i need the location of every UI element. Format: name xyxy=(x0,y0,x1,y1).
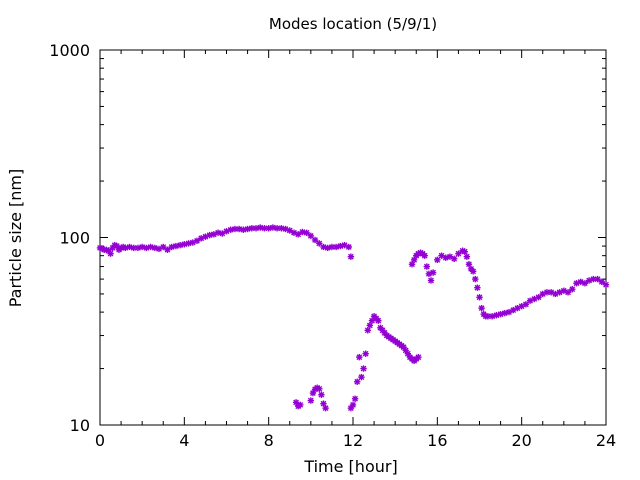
data-point xyxy=(362,350,369,357)
data-point xyxy=(421,252,428,259)
data-point xyxy=(176,241,184,249)
data-point xyxy=(569,285,576,293)
data-point xyxy=(316,385,323,392)
data-point xyxy=(244,225,251,233)
data-point xyxy=(345,243,352,251)
data-points xyxy=(96,224,610,412)
data-point xyxy=(181,241,188,248)
data-point xyxy=(126,243,133,251)
data-point xyxy=(278,225,285,232)
data-point xyxy=(522,301,530,308)
data-point xyxy=(455,250,462,257)
data-point xyxy=(493,312,500,319)
data-point xyxy=(594,275,601,283)
y-tick-label: 1000 xyxy=(49,41,90,60)
data-point xyxy=(307,397,315,404)
data-point xyxy=(297,401,304,409)
data-point xyxy=(581,280,589,287)
data-point xyxy=(451,255,458,262)
data-point xyxy=(356,353,363,361)
data-point xyxy=(269,224,277,231)
x-tick-label: 16 xyxy=(427,431,447,450)
data-point xyxy=(556,289,563,296)
data-point xyxy=(474,284,481,291)
data-point xyxy=(307,232,315,240)
data-point xyxy=(354,378,361,385)
data-point xyxy=(328,243,336,251)
data-point xyxy=(347,253,355,260)
data-point xyxy=(358,373,365,381)
data-point xyxy=(164,246,171,253)
data-point xyxy=(240,226,247,233)
data-point xyxy=(303,229,310,236)
data-point xyxy=(138,243,146,251)
data-point xyxy=(227,226,234,233)
plot-frame xyxy=(99,49,607,426)
x-tick-label: 20 xyxy=(511,431,531,450)
data-point xyxy=(257,224,264,231)
data-point xyxy=(598,278,605,286)
data-point xyxy=(318,391,325,398)
data-point xyxy=(349,401,357,409)
data-point xyxy=(423,263,430,270)
data-point xyxy=(564,289,572,296)
data-point xyxy=(463,253,471,260)
data-point xyxy=(364,327,371,334)
data-point xyxy=(478,304,485,312)
x-tick-label: 12 xyxy=(343,431,363,450)
data-point xyxy=(143,244,150,252)
data-point xyxy=(415,353,422,361)
axis-ticks xyxy=(99,49,607,426)
chart-title: Modes location (5/9/1) xyxy=(269,15,437,33)
data-point xyxy=(265,225,272,232)
tick-labels: 0 4 8 12 16 20 24 10 100 1000 xyxy=(49,41,616,450)
data-point xyxy=(543,289,551,296)
data-point xyxy=(375,317,382,324)
data-point xyxy=(360,365,367,372)
data-point xyxy=(193,237,201,245)
x-tick-label: 4 xyxy=(179,431,189,450)
x-tick-label: 0 xyxy=(95,431,105,450)
data-point xyxy=(172,242,180,250)
x-tick-label: 8 xyxy=(264,431,274,450)
data-point xyxy=(469,268,477,275)
data-point xyxy=(472,275,479,283)
data-point xyxy=(602,281,610,288)
data-point xyxy=(107,250,114,257)
y-tick-label: 100 xyxy=(59,229,90,248)
data-point xyxy=(206,231,213,239)
data-point xyxy=(235,225,243,233)
y-axis-label: Particle size [nm] xyxy=(6,169,25,308)
data-point xyxy=(476,294,483,301)
data-point xyxy=(322,404,329,412)
data-point xyxy=(252,225,260,232)
data-point xyxy=(434,256,441,264)
data-point xyxy=(214,229,222,236)
data-point xyxy=(427,277,435,284)
data-point xyxy=(299,228,306,236)
x-tick-label: 24 xyxy=(596,431,616,450)
data-point xyxy=(337,242,344,250)
data-point xyxy=(461,248,468,255)
data-point xyxy=(185,240,192,247)
data-point xyxy=(429,269,437,276)
data-point xyxy=(160,243,167,251)
x-axis-label: Time [hour] xyxy=(303,457,397,476)
y-tick-label: 10 xyxy=(70,416,90,435)
data-point xyxy=(351,395,359,402)
